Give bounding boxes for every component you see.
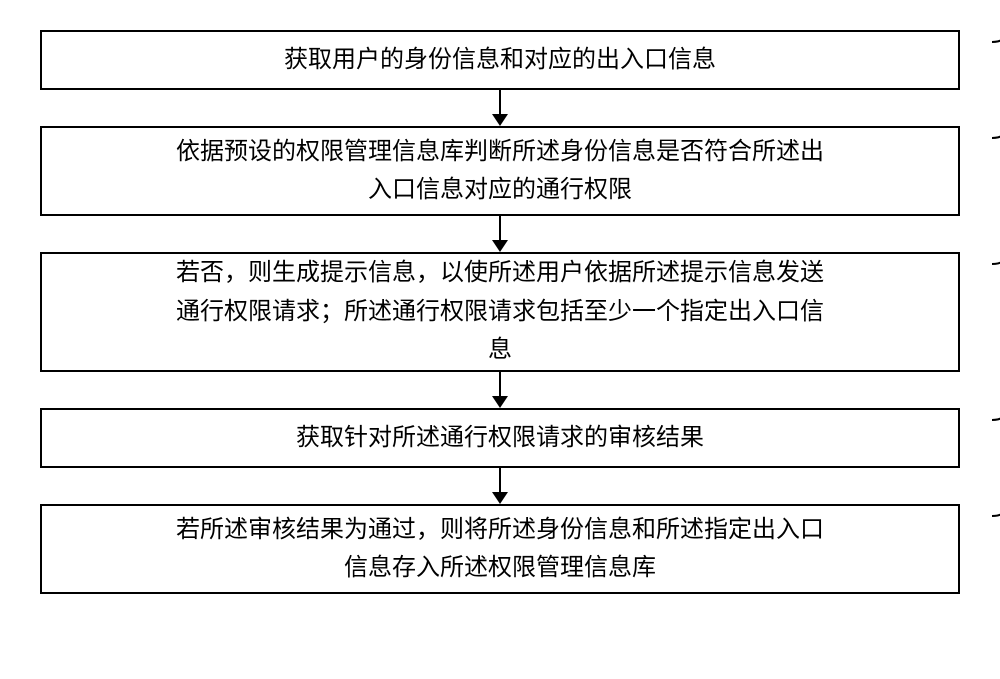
node-text-201: 获取用户的身份信息和对应的出入口信息: [284, 41, 716, 79]
flowchart-container: 获取用户的身份信息和对应的出入口信息 201 依据预设的权限管理信息库判断所述身…: [40, 30, 960, 594]
node-text-202: 依据预设的权限管理信息库判断所述身份信息是否符合所述出 入口信息对应的通行权限: [176, 133, 824, 210]
node-label-204: 204: [992, 402, 1000, 424]
arrow-204-205: [40, 468, 960, 504]
arrow-203-204: [40, 372, 960, 408]
node-label-203: 203: [992, 246, 1000, 268]
node-text-205: 若所述审核结果为通过，则将所述身份信息和所述指定出入口 信息存入所述权限管理信息…: [176, 511, 824, 588]
flowchart-node-204: 获取针对所述通行权限请求的审核结果 204: [40, 408, 960, 468]
flowchart-node-201: 获取用户的身份信息和对应的出入口信息 201: [40, 30, 960, 90]
flowchart-node-202: 依据预设的权限管理信息库判断所述身份信息是否符合所述出 入口信息对应的通行权限 …: [40, 126, 960, 216]
arrow-201-202: [40, 90, 960, 126]
node-text-204: 获取针对所述通行权限请求的审核结果: [296, 419, 704, 457]
node-text-203: 若否，则生成提示信息，以使所述用户依据所述提示信息发送 通行权限请求；所述通行权…: [176, 254, 824, 369]
arrow-202-203: [40, 216, 960, 252]
flowchart-node-205: 若所述审核结果为通过，则将所述身份信息和所述指定出入口 信息存入所述权限管理信息…: [40, 504, 960, 594]
node-label-205: 205: [992, 498, 1000, 520]
flowchart-node-203: 若否，则生成提示信息，以使所述用户依据所述提示信息发送 通行权限请求；所述通行权…: [40, 252, 960, 372]
node-label-201: 201: [992, 24, 1000, 46]
node-label-202: 202: [992, 120, 1000, 142]
